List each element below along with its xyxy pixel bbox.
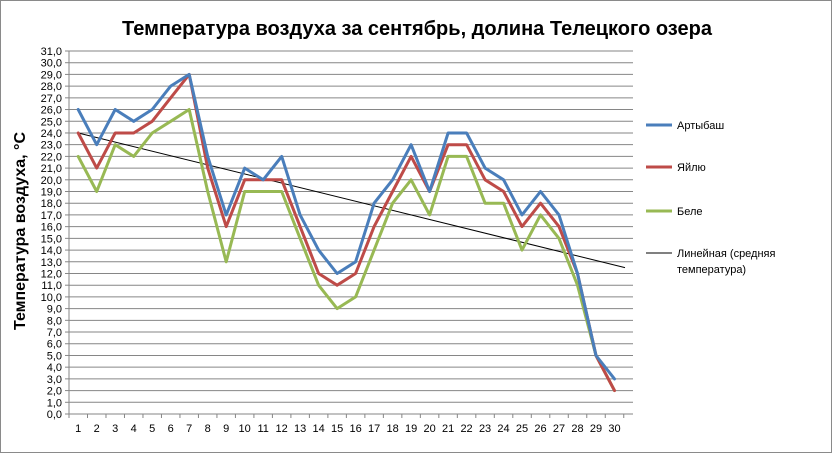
series-line: [76, 72, 616, 393]
y-tick-label: 14,0: [41, 245, 62, 257]
x-tick-label: 20: [423, 423, 435, 435]
series-lines: [76, 72, 616, 393]
y-tick-label: 19,0: [41, 187, 62, 199]
y-tick-label: 8,0: [47, 315, 62, 327]
x-tick-label: 30: [608, 423, 620, 435]
x-tick-label: 26: [534, 423, 546, 435]
legend: Артыбаш Яйлю Беле Линейная (средняя температ…: [646, 120, 776, 276]
x-tick-label: 12: [276, 423, 288, 435]
y-tick-label: 25,0: [41, 116, 62, 128]
x-tick-label: 24: [497, 423, 509, 435]
axes: [65, 50, 633, 418]
legend-label: температура): [677, 264, 746, 276]
y-tick-label: 26,0: [41, 105, 62, 117]
y-tick-label: 21,0: [41, 163, 62, 175]
y-tick-label: 9,0: [47, 304, 62, 316]
x-tick-label: 28: [571, 423, 583, 435]
x-tick-label: 29: [590, 423, 602, 435]
x-tick-label: 10: [239, 423, 251, 435]
y-tick-label: 4,0: [47, 362, 62, 374]
x-tick-label: 13: [294, 423, 306, 435]
x-tick-label: 4: [131, 423, 137, 435]
x-tick-label: 6: [168, 423, 174, 435]
y-tick-label: 18,0: [41, 198, 62, 210]
x-tick-label: 21: [442, 423, 454, 435]
x-tick-label: 1: [75, 423, 81, 435]
grid-lines: [69, 50, 633, 403]
y-tick-label: 1,0: [47, 397, 62, 409]
y-tick-label: 12,0: [41, 268, 62, 280]
y-tick-label: 0,0: [47, 409, 62, 421]
legend-label: Артыбаш: [677, 120, 724, 132]
y-tick-label: 27,0: [41, 93, 62, 105]
y-axis-label: Температура воздуха, °C: [12, 132, 29, 330]
x-tick-label: 14: [313, 423, 325, 435]
y-tick-label: 23,0: [41, 140, 62, 152]
y-tick-label: 10,0: [41, 292, 62, 304]
y-tick-labels: 0,01,02,03,04,05,06,07,08,09,010,011,012…: [41, 46, 62, 421]
x-tick-label: 27: [553, 423, 565, 435]
y-tick-label: 24,0: [41, 128, 62, 140]
y-tick-label: 11,0: [41, 280, 62, 292]
x-tick-label: 23: [479, 423, 491, 435]
x-tick-label: 9: [223, 423, 229, 435]
y-tick-label: 29,0: [41, 69, 62, 81]
trendline: [78, 132, 626, 269]
x-tick-label: 8: [205, 423, 211, 435]
x-tick-label: 17: [368, 423, 380, 435]
y-tick-label: 31,0: [41, 46, 62, 58]
y-tick-label: 30,0: [41, 58, 62, 70]
y-tick-label: 6,0: [47, 339, 62, 351]
trendline-path: [78, 132, 626, 269]
legend-label: Беле: [677, 206, 703, 218]
series-line: [76, 108, 616, 393]
x-tick-label: 7: [186, 423, 192, 435]
x-tick-label: 22: [460, 423, 472, 435]
chart-title: Температура воздуха за сентябрь, долина …: [122, 18, 713, 40]
legend-label: Яйлю: [677, 162, 706, 174]
y-tick-label: 20,0: [41, 175, 62, 187]
y-tick-label: 22,0: [41, 151, 62, 163]
x-tick-label: 3: [112, 423, 118, 435]
x-tick-labels: 1 2 3 4 5 6 7 8 9 10 11 12 13 14 15 16 17 18 19 20 21 22 23 24 2…: [75, 423, 620, 435]
y-tick-label: 2,0: [47, 386, 62, 398]
y-tick-label: 7,0: [47, 327, 62, 339]
x-tick-label: 15: [331, 423, 343, 435]
y-tick-label: 13,0: [41, 257, 62, 269]
x-tick-label: 5: [149, 423, 155, 435]
x-tick-label: 19: [405, 423, 417, 435]
y-tick-label: 5,0: [47, 350, 62, 362]
y-tick-label: 3,0: [47, 374, 62, 386]
y-tick-label: 28,0: [41, 81, 62, 93]
y-tick-label: 16,0: [41, 222, 62, 234]
x-tick-label: 11: [257, 423, 268, 435]
legend-label: Линейная (средняя: [677, 248, 776, 260]
x-tick-label: 25: [516, 423, 528, 435]
x-tick-label: 16: [349, 423, 361, 435]
y-tick-label: 15,0: [41, 233, 62, 245]
x-tick-label: 2: [94, 423, 100, 435]
x-tick-label: 18: [386, 423, 398, 435]
series-line: [76, 72, 616, 381]
y-tick-label: 17,0: [41, 210, 62, 222]
